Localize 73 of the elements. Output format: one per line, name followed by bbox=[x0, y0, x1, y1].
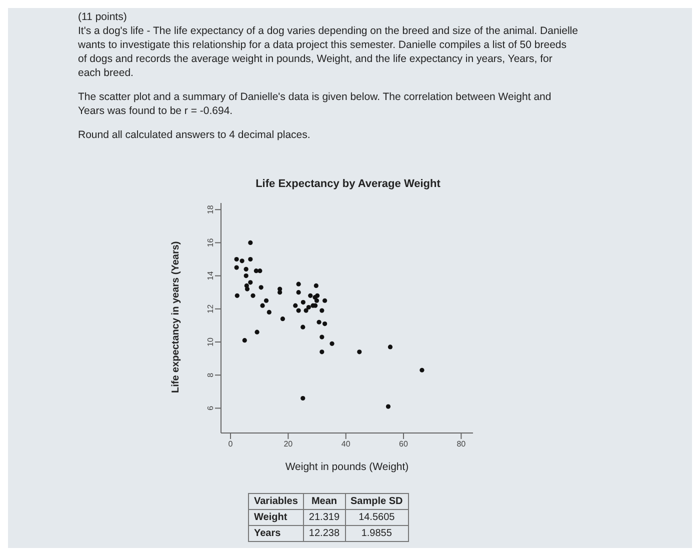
point bbox=[300, 396, 306, 401]
point bbox=[234, 256, 239, 262]
y-tick-label: 18 bbox=[206, 204, 215, 214]
point bbox=[250, 293, 256, 298]
text: Years bbox=[248, 526, 304, 542]
point bbox=[264, 298, 269, 303]
point bbox=[315, 293, 320, 298]
y-tick-label: 10 bbox=[206, 336, 215, 346]
text: Variables bbox=[248, 494, 304, 510]
point bbox=[420, 368, 424, 372]
point bbox=[306, 304, 311, 310]
text: It's a dog's life - The life expectancy of a dog varies depending on the breed and size of the animal. Danielle wants to investigate this relationship for a data project this semester. Danielle compiles a list of 50 breeds of dogs and records the average weight in pounds, Weight, and the life expectancy in years, Years, for each breed. bbox=[78, 24, 578, 80]
x-tick-label: 60 bbox=[399, 440, 409, 449]
point bbox=[388, 344, 393, 350]
text: Weight bbox=[248, 510, 304, 526]
point bbox=[293, 303, 298, 308]
x-tick-label: 40 bbox=[341, 440, 351, 449]
x-tick-label: 0 bbox=[228, 440, 234, 449]
point bbox=[278, 290, 282, 295]
point bbox=[242, 338, 247, 343]
point bbox=[357, 350, 362, 354]
y-tick-label: 16 bbox=[206, 238, 215, 248]
point bbox=[314, 283, 318, 288]
chart-title: Life Expectancy by Average Weight bbox=[254, 178, 442, 190]
text: Round all calculated answers to 4 decimal places. bbox=[78, 128, 312, 142]
point bbox=[386, 404, 391, 409]
point bbox=[234, 265, 239, 270]
text: The scatter plot and a summary of Danielle's data is given below. The correlation between Weight and Years was found to be r = -0.694. bbox=[78, 90, 552, 118]
point bbox=[258, 285, 264, 290]
point bbox=[248, 256, 253, 262]
text: 12.238 bbox=[303, 526, 346, 542]
point bbox=[254, 268, 258, 274]
text: 21.319 bbox=[303, 510, 346, 526]
point bbox=[258, 268, 262, 274]
point bbox=[300, 324, 306, 330]
text: Sample SD bbox=[345, 494, 408, 510]
point bbox=[296, 290, 301, 295]
point bbox=[296, 282, 301, 286]
x-tick-label: 20 bbox=[284, 440, 294, 449]
text: (11 points) bbox=[78, 10, 128, 24]
point bbox=[260, 303, 265, 308]
y-axis-title: Life expectancy in years (Years) bbox=[170, 241, 182, 393]
text: 14.5605 bbox=[345, 510, 408, 526]
point bbox=[234, 293, 240, 298]
x-tick-label: 80 bbox=[456, 440, 466, 449]
point bbox=[304, 308, 308, 313]
point bbox=[240, 258, 244, 264]
point bbox=[320, 308, 324, 313]
point bbox=[244, 274, 248, 278]
point bbox=[248, 240, 253, 246]
point bbox=[248, 280, 253, 285]
point bbox=[320, 334, 324, 340]
point bbox=[316, 320, 322, 324]
point bbox=[300, 300, 306, 305]
y-tick-label: 14 bbox=[206, 270, 215, 280]
y-tick-label: 8 bbox=[206, 372, 215, 378]
point bbox=[280, 316, 286, 322]
point bbox=[296, 308, 301, 313]
y-tick-label: 12 bbox=[206, 304, 215, 314]
text: Mean bbox=[303, 494, 346, 510]
point bbox=[244, 286, 250, 292]
point bbox=[314, 298, 320, 303]
point bbox=[322, 298, 328, 303]
point bbox=[254, 330, 260, 334]
point bbox=[322, 321, 328, 326]
y-tick-label: 6 bbox=[206, 405, 215, 410]
point bbox=[320, 350, 324, 354]
point bbox=[266, 310, 272, 315]
point bbox=[330, 341, 334, 346]
x-axis-title: Weight in pounds (Weight) bbox=[285, 461, 409, 473]
point bbox=[308, 293, 313, 298]
point bbox=[244, 266, 248, 272]
text: 1.9855 bbox=[345, 526, 408, 542]
